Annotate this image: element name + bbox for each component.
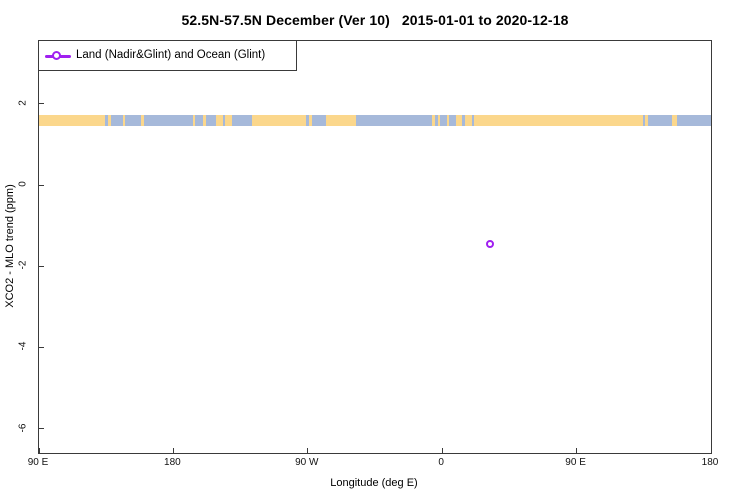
map-band-land-island bbox=[123, 115, 125, 127]
map-band-ocean-segment bbox=[434, 115, 438, 127]
x-tick-label: 180 bbox=[164, 457, 181, 468]
world-map-latitude-band bbox=[39, 115, 711, 127]
legend-label: Land (Nadir&Glint) and Ocean (Glint) bbox=[76, 49, 266, 61]
map-band-ocean-segment bbox=[647, 115, 673, 127]
y-tick-label: -4 bbox=[17, 342, 29, 351]
data-point-marker bbox=[485, 240, 494, 249]
x-tick-mark bbox=[172, 448, 174, 453]
map-band-ocean-segment bbox=[461, 115, 465, 127]
map-band-ocean-segment bbox=[105, 115, 108, 127]
map-band-land-island bbox=[203, 115, 206, 127]
legend: Land (Nadir&Glint) and Ocean (Glint) bbox=[38, 40, 297, 71]
y-tick-label: -2 bbox=[17, 260, 29, 270]
x-tick-label: 90 E bbox=[565, 457, 586, 468]
map-band-ocean-segment bbox=[143, 115, 216, 127]
x-tick-label: 90 E bbox=[27, 457, 49, 468]
map-band-ocean-segment bbox=[643, 115, 646, 127]
map-band-ocean-segment bbox=[231, 115, 252, 127]
y-tick-label: 0 bbox=[17, 181, 29, 187]
map-band-ocean-segment bbox=[306, 115, 310, 127]
x-tick-mark bbox=[576, 448, 578, 453]
y-tick-mark bbox=[39, 103, 44, 105]
x-tick-mark bbox=[38, 448, 40, 453]
map-band-land-island bbox=[192, 115, 196, 127]
x-tick-mark bbox=[307, 448, 309, 453]
y-tick-label: -6 bbox=[17, 423, 29, 433]
y-axis-label: XCO2 - MLO trend (ppm) bbox=[4, 184, 16, 308]
plot-area: Land (Nadir&Glint) and Ocean (Glint) bbox=[38, 40, 712, 454]
x-tick-label: 180 bbox=[701, 457, 719, 468]
map-band-ocean-segment bbox=[312, 115, 326, 127]
x-tick-mark bbox=[441, 448, 443, 453]
y-tick-label: 2 bbox=[17, 100, 29, 106]
map-band-ocean-segment bbox=[676, 115, 711, 127]
y-tick-mark bbox=[39, 428, 44, 430]
map-band-ocean-segment bbox=[355, 115, 433, 127]
map-band-ocean-segment bbox=[222, 115, 225, 127]
chart-title: 52.5N-57.5N December (Ver 10) 2015-01-01… bbox=[181, 12, 569, 28]
x-tick-label: 90 W bbox=[295, 457, 319, 468]
map-band-ocean-segment bbox=[472, 115, 475, 127]
y-tick-mark bbox=[39, 346, 44, 348]
map-band-ocean-segment bbox=[110, 115, 141, 127]
x-axis-label: Longitude (deg E) bbox=[330, 477, 418, 489]
map-band-land-island bbox=[446, 115, 449, 127]
y-tick-mark bbox=[39, 184, 44, 186]
legend-ring-marker-icon bbox=[52, 51, 61, 60]
x-tick-mark bbox=[710, 448, 712, 453]
x-tick-label: 0 bbox=[438, 457, 444, 468]
y-tick-mark bbox=[39, 265, 44, 267]
